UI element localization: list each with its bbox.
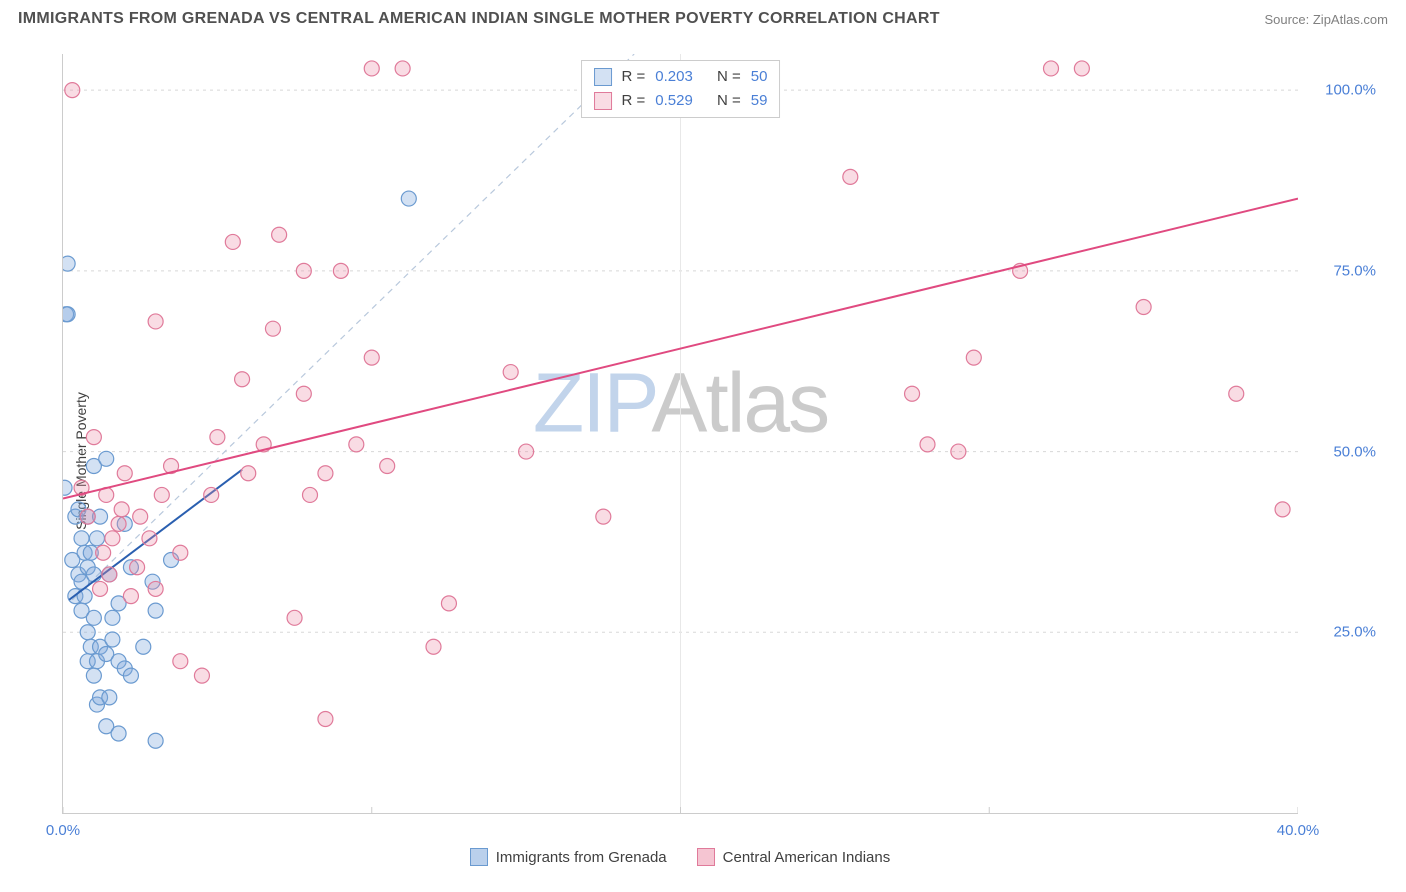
y-tick-label: 75.0% [1333, 262, 1376, 279]
r-value: 0.529 [655, 89, 693, 113]
scatter-svg [63, 54, 1298, 813]
n-value: 59 [751, 89, 768, 113]
stats-row-series-2: R = 0.529 N = 59 [594, 89, 768, 113]
chart-container: Single Mother Poverty R = 0.203 N = 50 R… [18, 48, 1388, 874]
source-name: ZipAtlas.com [1313, 12, 1388, 27]
plot-area: R = 0.203 N = 50 R = 0.529 N = 59 ZIPAtl… [62, 54, 1298, 814]
chart-title: IMMIGRANTS FROM GRENADA VS CENTRAL AMERI… [18, 10, 940, 28]
swatch-icon [470, 848, 488, 866]
r-label: R = [622, 89, 646, 113]
legend-item-1: Immigrants from Grenada [470, 848, 667, 866]
x-tick-label: 0.0% [46, 822, 80, 839]
chart-header: IMMIGRANTS FROM GRENADA VS CENTRAL AMERI… [18, 10, 1388, 28]
r-value: 0.203 [655, 65, 693, 89]
n-label: N = [717, 89, 741, 113]
y-tick-label: 25.0% [1333, 624, 1376, 641]
legend-label: Central American Indians [723, 849, 891, 866]
swatch-icon [594, 92, 612, 110]
swatch-icon [697, 848, 715, 866]
correlation-stats-box: R = 0.203 N = 50 R = 0.529 N = 59 [581, 60, 781, 118]
y-tick-label: 50.0% [1333, 443, 1376, 460]
legend-label: Immigrants from Grenada [496, 849, 667, 866]
stats-row-series-1: R = 0.203 N = 50 [594, 65, 768, 89]
bottom-legend: Immigrants from Grenada Central American… [62, 848, 1298, 866]
y-tick-label: 100.0% [1325, 82, 1376, 99]
x-tick-label: 40.0% [1277, 822, 1320, 839]
n-label: N = [717, 65, 741, 89]
legend-item-2: Central American Indians [697, 848, 891, 866]
n-value: 50 [751, 65, 768, 89]
source-attribution: Source: ZipAtlas.com [1264, 12, 1388, 27]
swatch-icon [594, 68, 612, 86]
r-label: R = [622, 65, 646, 89]
source-prefix: Source: [1264, 12, 1312, 27]
